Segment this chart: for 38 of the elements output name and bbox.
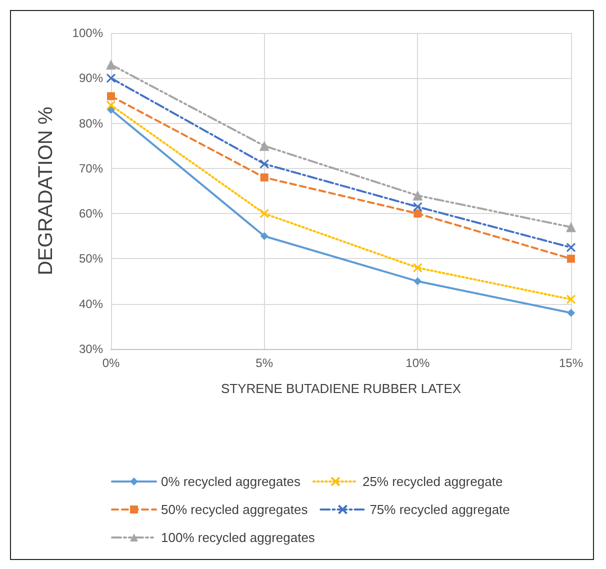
y-tick-label: 60% <box>78 206 104 221</box>
y-tick-label: 50% <box>78 252 104 266</box>
point <box>414 210 422 218</box>
point <box>260 208 270 218</box>
legend-label: 75% recycled aggregate <box>370 502 510 517</box>
point <box>259 140 270 151</box>
y-tick-label: 100% <box>72 26 104 40</box>
point <box>412 190 423 201</box>
point <box>106 73 116 83</box>
point <box>107 92 115 100</box>
x-tick-label: 5% <box>256 356 274 370</box>
point <box>260 159 270 169</box>
y-tick-label: 80% <box>78 116 104 130</box>
y-tick-label: 40% <box>78 296 104 311</box>
y-tick-label: 90% <box>78 71 104 86</box>
legend-label: 50% recycled aggregates <box>161 502 308 517</box>
point <box>567 254 575 263</box>
point <box>106 100 116 110</box>
x-tick-label: 10% <box>406 356 430 370</box>
legend-label: 25% recycled aggregate <box>362 474 503 489</box>
point <box>566 222 576 232</box>
point <box>414 277 422 286</box>
point <box>260 232 268 240</box>
legend-label: 0% recycled aggregates <box>161 474 301 489</box>
y-tick-label: 70% <box>78 161 104 176</box>
x-tick-label: 15% <box>558 356 584 370</box>
point <box>412 202 422 212</box>
y-tick-label: 30% <box>78 342 104 356</box>
point <box>566 242 576 252</box>
point <box>106 60 116 70</box>
x-tick-label: 0% <box>102 356 120 370</box>
y-axis-title: DEGRADATION % <box>35 106 57 276</box>
point <box>567 308 575 317</box>
x-axis-title: STYRENE BUTADIENE RUBBER LATEX <box>220 381 462 396</box>
point <box>412 262 422 273</box>
point <box>566 294 576 304</box>
legend-label: 100% recycled aggregates <box>161 530 316 545</box>
point <box>260 173 268 182</box>
